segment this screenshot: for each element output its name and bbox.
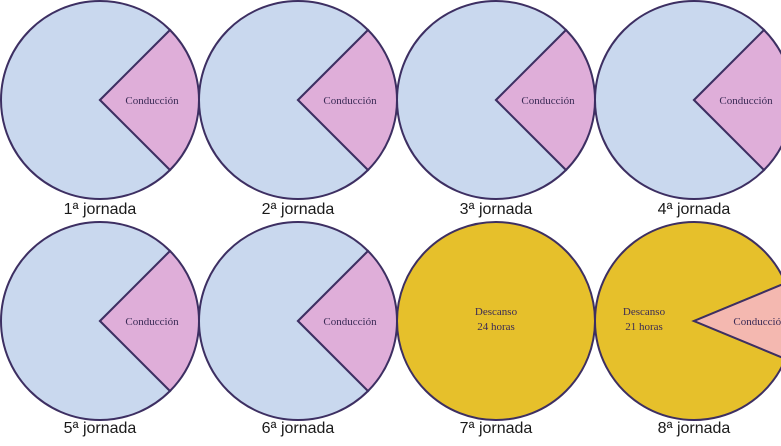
pie-chart-3: Conducción	[396, 0, 596, 200]
pie-chart-6: Conducción	[198, 221, 398, 421]
pie-caption: 3ª jornada	[459, 201, 533, 218]
pie-caption: 8ª jornada	[657, 420, 731, 437]
slice-conduccion	[691, 283, 781, 359]
pie-chart-4: Conducción	[594, 0, 781, 200]
slice-descanso	[594, 221, 781, 421]
label-conduccion: Conducción	[733, 316, 781, 328]
pie-chart-5: Conducción	[0, 221, 200, 421]
slice-descanso	[0, 0, 172, 200]
slice-descanso	[0, 221, 172, 421]
label-descanso: Descanso 24 horas	[475, 306, 518, 333]
label-conduccion: Conducción	[125, 316, 179, 328]
slice-descanso	[198, 0, 370, 200]
pie-caption: 1ª jornada	[63, 201, 137, 218]
pie-caption: 7ª jornada	[459, 420, 533, 437]
pie-caption: 4ª jornada	[657, 201, 731, 218]
label-conduccion: Conducción	[125, 95, 179, 107]
pie-chart-7: Descanso 24 horas	[396, 221, 596, 421]
slice-descanso	[594, 0, 766, 200]
pie-caption: 6ª jornada	[261, 420, 335, 437]
pie-chart-1: Conducción	[0, 0, 200, 200]
pie-chart-2: Conducción	[198, 0, 398, 200]
label-conduccion: Conducción	[323, 95, 377, 107]
slice-descanso	[198, 221, 370, 421]
slice-descanso	[396, 0, 568, 200]
slice-conduccion	[692, 28, 781, 172]
label-descanso: Descanso 21 horas	[623, 306, 666, 333]
label-conduccion: Conducción	[719, 95, 773, 107]
pie-caption: 5ª jornada	[63, 420, 137, 437]
pie-caption: 2ª jornada	[261, 201, 335, 218]
label-conduccion: Conducción	[323, 316, 377, 328]
label-conduccion: Conducción	[521, 95, 575, 107]
